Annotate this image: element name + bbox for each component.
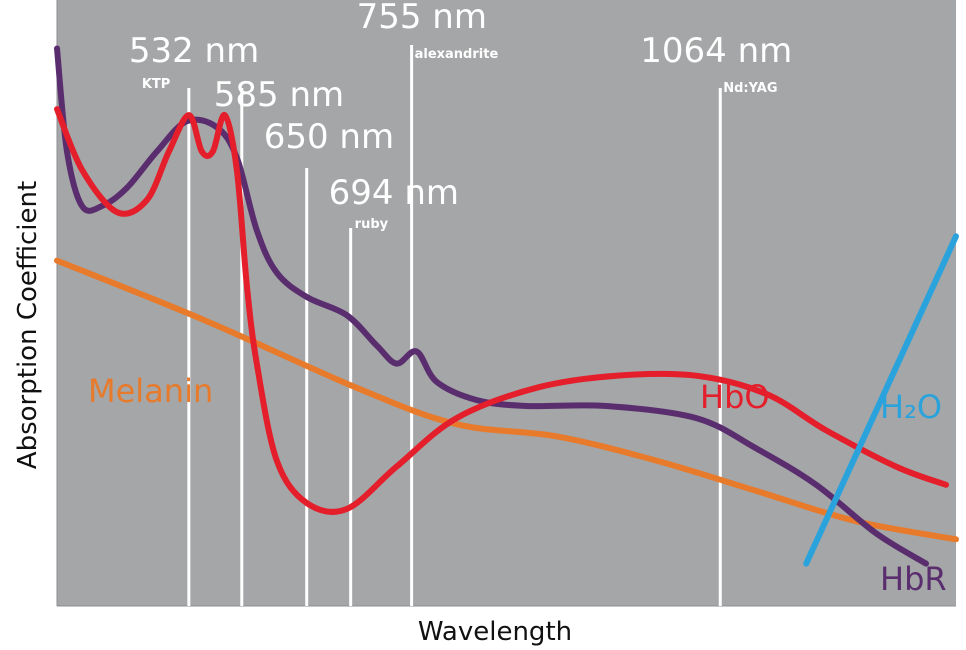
series-lines-group — [54, 45, 959, 567]
laser-label-1064-nm: 1064 nm — [640, 31, 792, 71]
laser-label-755-nm: 755 nm — [357, 0, 487, 37]
laser-sublabel-alexandrite: alexandrite — [415, 47, 499, 62]
series-label-h2o: H₂O — [880, 388, 942, 426]
series-line-h2o — [803, 233, 959, 567]
series-labels-group: HbR HbO Melanin H₂O — [88, 372, 947, 598]
x-axis-title: Wavelength — [418, 617, 572, 647]
laser-label-694-nm: 694 nm — [329, 173, 459, 213]
series-label-hbr: HbR — [880, 560, 947, 598]
laser-label-532-nm: 532 nm — [129, 31, 259, 71]
series-line-melanin — [54, 257, 959, 543]
laser-label-585-nm: 585 nm — [214, 75, 344, 115]
laser-sublabel-nd-yag: Nd:YAG — [723, 81, 777, 96]
series-line-hbo — [54, 106, 949, 515]
laser-sublabel-ktp: KTP — [142, 77, 170, 92]
y-axis-title: Absorption Coefficient — [13, 181, 43, 469]
series-line-hbr — [54, 45, 929, 567]
series-label-melanin: Melanin — [88, 372, 213, 410]
laser-label-650-nm: 650 nm — [264, 117, 394, 157]
laser-sublabel-ruby: ruby — [355, 217, 389, 232]
series-label-hbo: HbO — [700, 378, 770, 416]
plot-area — [57, 0, 956, 606]
